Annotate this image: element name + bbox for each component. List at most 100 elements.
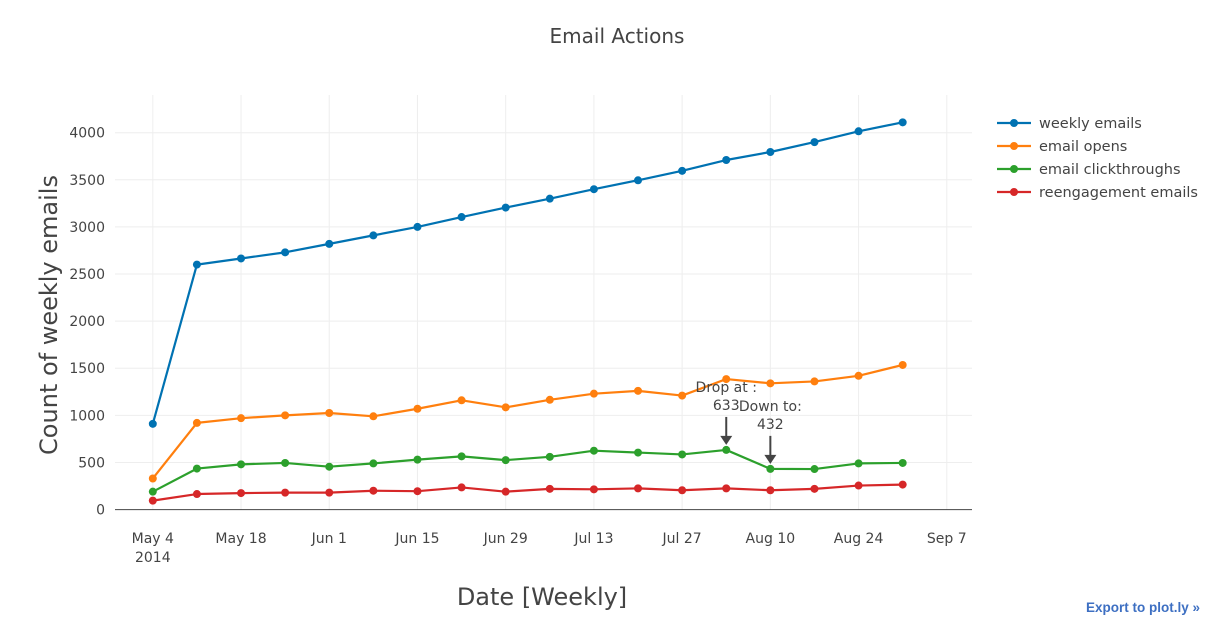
annotation-arrowhead bbox=[720, 435, 733, 445]
y-tick-label: 1000 bbox=[69, 408, 105, 424]
data-point-weekly-emails bbox=[237, 254, 246, 263]
data-point-weekly-emails bbox=[722, 156, 731, 165]
data-point-weekly-emails bbox=[325, 239, 334, 248]
data-point-email-opens bbox=[148, 474, 157, 483]
data-point-email-opens bbox=[237, 414, 246, 423]
data-point-reengagement-emails bbox=[192, 490, 201, 499]
data-point-weekly-emails bbox=[810, 138, 819, 147]
data-point-reengagement-emails bbox=[634, 484, 643, 493]
x-tick-label: Aug 10 bbox=[746, 531, 796, 547]
data-point-email-opens bbox=[369, 412, 378, 421]
y-tick-label: 0 bbox=[96, 503, 105, 519]
annotation-layer: Drop at : 633 Down to: 432 bbox=[696, 380, 802, 464]
data-point-weekly-emails bbox=[766, 148, 775, 157]
legend-label-weekly-emails: weekly emails bbox=[1039, 116, 1142, 132]
data-point-email-opens bbox=[501, 403, 510, 412]
data-point-email-opens bbox=[281, 411, 290, 420]
data-point-reengagement-emails bbox=[545, 484, 554, 493]
legend-marker-reengagement-emails bbox=[1010, 188, 1018, 196]
data-point-reengagement-emails bbox=[589, 485, 598, 494]
y-tick-label: 500 bbox=[78, 455, 105, 471]
data-point-weekly-emails bbox=[457, 213, 466, 222]
data-point-email-opens bbox=[457, 396, 466, 405]
y-axis-title: Count of weekly emails bbox=[35, 175, 63, 455]
data-point-weekly-emails bbox=[501, 203, 510, 212]
x-tick-label: Sep 7 bbox=[927, 531, 967, 547]
data-point-email-clickthroughs bbox=[457, 452, 466, 461]
legend[interactable]: weekly emails email opens email clickthrou… bbox=[997, 116, 1198, 201]
data-point-email-opens bbox=[634, 386, 643, 395]
axis-layer: 0 500 1000 1500 2000 2500 3000 3500 4000 May 4 201… bbox=[69, 126, 972, 566]
series-line-weekly-emails bbox=[151, 121, 903, 425]
data-point-email-clickthroughs bbox=[810, 465, 819, 474]
data-point-weekly-emails bbox=[281, 248, 290, 257]
legend-marker-email-opens bbox=[1010, 142, 1018, 150]
series-line-email-opens bbox=[151, 363, 903, 480]
export-to-plotly-link[interactable]: Export to plot.ly » bbox=[1086, 600, 1201, 615]
data-point-email-clickthroughs bbox=[325, 462, 334, 471]
grid-layer bbox=[115, 95, 972, 510]
data-point-email-clickthroughs bbox=[369, 459, 378, 468]
data-point-email-clickthroughs bbox=[678, 450, 687, 459]
legend-marker-weekly-emails bbox=[1010, 119, 1018, 127]
data-point-reengagement-emails bbox=[148, 496, 157, 505]
annotation-label: Down to: bbox=[739, 399, 802, 415]
data-point-reengagement-emails bbox=[766, 486, 775, 495]
annotation-value: 432 bbox=[757, 417, 784, 433]
data-point-email-opens bbox=[192, 418, 201, 427]
data-point-reengagement-emails bbox=[810, 484, 819, 493]
data-point-email-opens bbox=[589, 389, 598, 398]
legend-label-reengagement-emails: reengagement emails bbox=[1039, 185, 1198, 201]
chart-title: Email Actions bbox=[550, 24, 685, 48]
data-point-reengagement-emails bbox=[237, 489, 246, 498]
data-point-email-opens bbox=[545, 395, 554, 404]
data-point-email-clickthroughs bbox=[898, 458, 907, 467]
data-point-email-opens bbox=[325, 409, 334, 417]
y-tick-label: 1500 bbox=[69, 361, 105, 377]
data-point-weekly-emails bbox=[678, 166, 687, 175]
data-point-weekly-emails bbox=[192, 260, 201, 269]
data-point-email-clickthroughs bbox=[501, 456, 510, 465]
data-point-email-clickthroughs bbox=[722, 445, 731, 454]
data-point-weekly-emails bbox=[413, 222, 422, 231]
data-point-email-opens bbox=[766, 379, 775, 388]
data-point-email-opens bbox=[810, 377, 819, 386]
data-point-email-clickthroughs bbox=[148, 487, 157, 496]
y-tick-label: 2000 bbox=[69, 314, 105, 330]
series-line-email-clickthroughs bbox=[152, 448, 903, 493]
x-tick-label: Jun 1 bbox=[311, 531, 347, 547]
data-point-weekly-emails bbox=[545, 194, 554, 203]
data-point-email-clickthroughs bbox=[766, 464, 775, 473]
data-point-reengagement-emails bbox=[898, 480, 907, 489]
legend-label-email-opens: email opens bbox=[1039, 139, 1127, 155]
x-tick-label: May 4 bbox=[132, 531, 174, 547]
y-tick-label: 4000 bbox=[69, 126, 105, 142]
data-point-reengagement-emails bbox=[722, 484, 731, 493]
series-line-reengagement-emails bbox=[152, 483, 903, 502]
data-point-reengagement-emails bbox=[501, 487, 510, 496]
data-point-weekly-emails bbox=[898, 118, 907, 127]
data-point-email-opens bbox=[413, 404, 422, 413]
data-point-email-opens bbox=[678, 391, 687, 400]
y-tick-label: 3500 bbox=[69, 173, 105, 189]
y-tick-label: 3000 bbox=[69, 220, 105, 236]
data-point-email-clickthroughs bbox=[237, 460, 246, 469]
data-point-email-clickthroughs bbox=[413, 455, 422, 464]
legend-label-email-clickthroughs: email clickthroughs bbox=[1039, 162, 1181, 178]
data-point-email-clickthroughs bbox=[545, 452, 554, 461]
x-tick-sublabel: 2014 bbox=[135, 550, 171, 566]
x-tick-label: Jul 27 bbox=[662, 531, 702, 547]
data-point-reengagement-emails bbox=[369, 486, 378, 495]
data-point-email-clickthroughs bbox=[854, 459, 863, 468]
data-point-weekly-emails bbox=[854, 127, 863, 136]
legend-marker-email-clickthroughs bbox=[1010, 165, 1018, 173]
data-point-email-opens bbox=[854, 371, 863, 380]
data-point-reengagement-emails bbox=[281, 488, 290, 497]
x-tick-label: Jun 29 bbox=[483, 531, 528, 547]
data-point-email-opens bbox=[898, 360, 907, 369]
data-point-reengagement-emails bbox=[457, 483, 466, 492]
series-layer bbox=[148, 118, 907, 505]
data-point-reengagement-emails bbox=[325, 488, 334, 497]
data-point-weekly-emails bbox=[369, 231, 378, 240]
